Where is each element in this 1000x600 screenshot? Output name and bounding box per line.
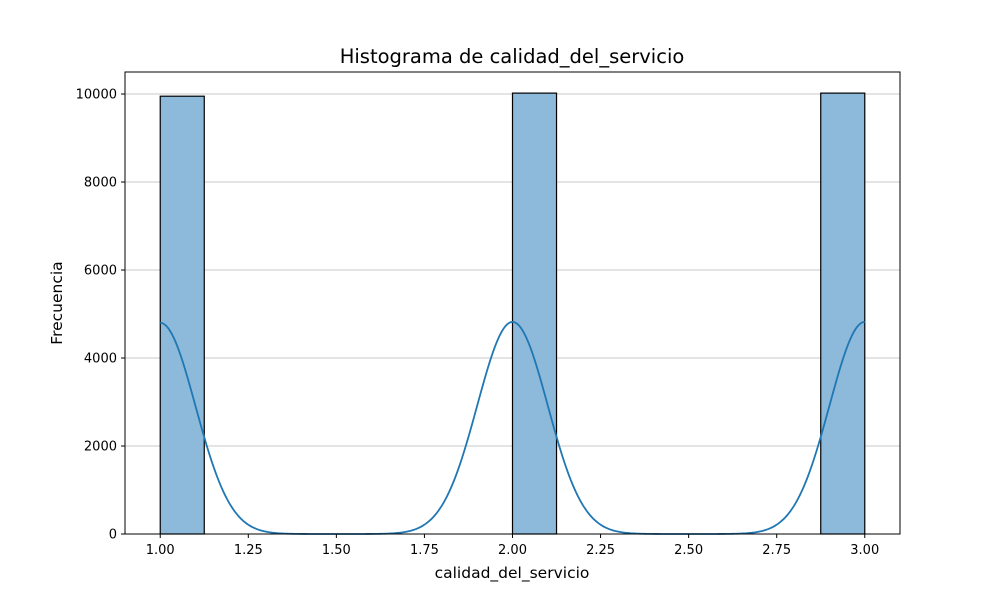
x-tick-label: 2.75	[762, 543, 791, 558]
x-tick-label: 1.25	[234, 543, 263, 558]
x-tick-label: 1.00	[146, 543, 175, 558]
x-axis-label: calidad_del_servicio	[435, 564, 590, 583]
x-tick-label: 1.75	[410, 543, 439, 558]
kde-line	[160, 321, 865, 535]
bars-layer	[159, 92, 866, 535]
y-axis-ticks: 0 2000 4000 6000 8000 10000	[76, 88, 125, 543]
x-tick-label: 3.00	[850, 543, 879, 558]
histogram-bar	[159, 95, 205, 535]
y-tick-label: 4000	[84, 352, 117, 367]
x-tick-label: 2.25	[586, 543, 615, 558]
x-tick-label: 2.50	[674, 543, 703, 558]
y-tick-label: 2000	[84, 440, 117, 455]
histogram-bar	[820, 92, 866, 535]
y-tick-label: 6000	[84, 264, 117, 279]
y-axis-label: Frecuencia	[48, 261, 66, 344]
y-tick-label: 0	[109, 528, 117, 543]
x-tick-label: 2.00	[498, 543, 527, 558]
y-tick-label: 10000	[76, 88, 117, 103]
chart-title: Histograma de calidad_del_servicio	[340, 45, 685, 68]
y-tick-label: 8000	[84, 176, 117, 191]
x-tick-label: 1.50	[322, 543, 351, 558]
histogram-bar	[511, 92, 558, 535]
x-axis-ticks: 1.00 1.25 1.50 1.75 2.00 2.25 2.50 2.75 3.00	[146, 534, 879, 558]
